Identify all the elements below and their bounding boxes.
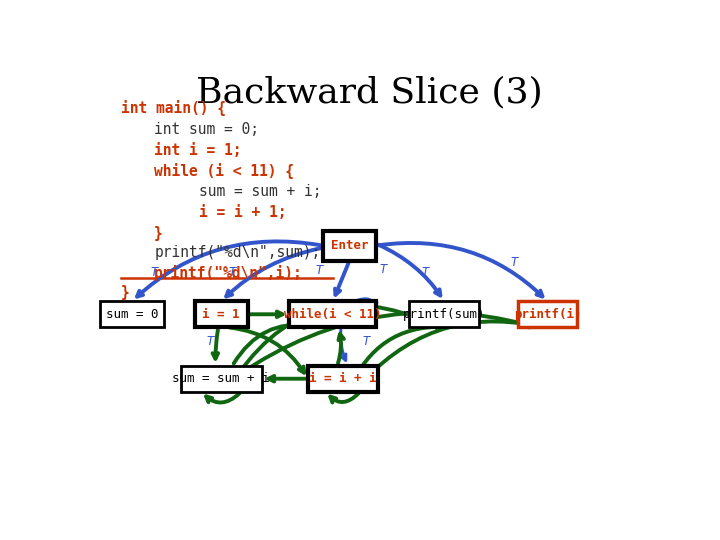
- Text: T: T: [510, 256, 518, 269]
- Text: printf(i): printf(i): [514, 308, 581, 321]
- Text: T: T: [207, 335, 214, 348]
- FancyBboxPatch shape: [308, 366, 378, 392]
- Text: printf("%d\n",i);: printf("%d\n",i);: [154, 265, 303, 281]
- Text: i = 1: i = 1: [202, 308, 240, 321]
- Text: while(i < 11): while(i < 11): [284, 308, 382, 321]
- Text: int i = 1;: int i = 1;: [154, 143, 242, 158]
- Text: i = i + i: i = i + i: [309, 372, 377, 385]
- Text: i = i + 1;: i = i + 1;: [199, 205, 287, 220]
- Text: sum = sum + i: sum = sum + i: [172, 372, 270, 385]
- Text: T: T: [150, 266, 158, 279]
- Text: printf(sum): printf(sum): [403, 308, 485, 321]
- FancyBboxPatch shape: [181, 366, 261, 392]
- Text: printf("%d\n",sum);: printf("%d\n",sum);: [154, 245, 320, 260]
- Text: while (i < 11) {: while (i < 11) {: [154, 163, 294, 179]
- Text: int sum = 0;: int sum = 0;: [154, 122, 259, 137]
- Text: T: T: [315, 264, 323, 277]
- FancyBboxPatch shape: [194, 301, 248, 327]
- Text: int main() {: int main() {: [121, 100, 225, 117]
- Text: T: T: [379, 264, 387, 276]
- Text: Enter: Enter: [330, 239, 368, 252]
- Text: }: }: [121, 285, 130, 300]
- FancyBboxPatch shape: [323, 231, 376, 261]
- Text: sum = sum + i;: sum = sum + i;: [199, 184, 321, 199]
- Text: }: }: [154, 226, 163, 241]
- FancyBboxPatch shape: [518, 301, 577, 327]
- Text: T: T: [363, 335, 370, 348]
- Text: Backward Slice (3): Backward Slice (3): [196, 75, 542, 109]
- FancyBboxPatch shape: [289, 301, 376, 327]
- Text: T: T: [421, 266, 428, 279]
- Text: sum = 0: sum = 0: [106, 308, 158, 321]
- FancyBboxPatch shape: [100, 301, 164, 327]
- FancyBboxPatch shape: [410, 301, 480, 327]
- Text: T: T: [229, 266, 236, 279]
